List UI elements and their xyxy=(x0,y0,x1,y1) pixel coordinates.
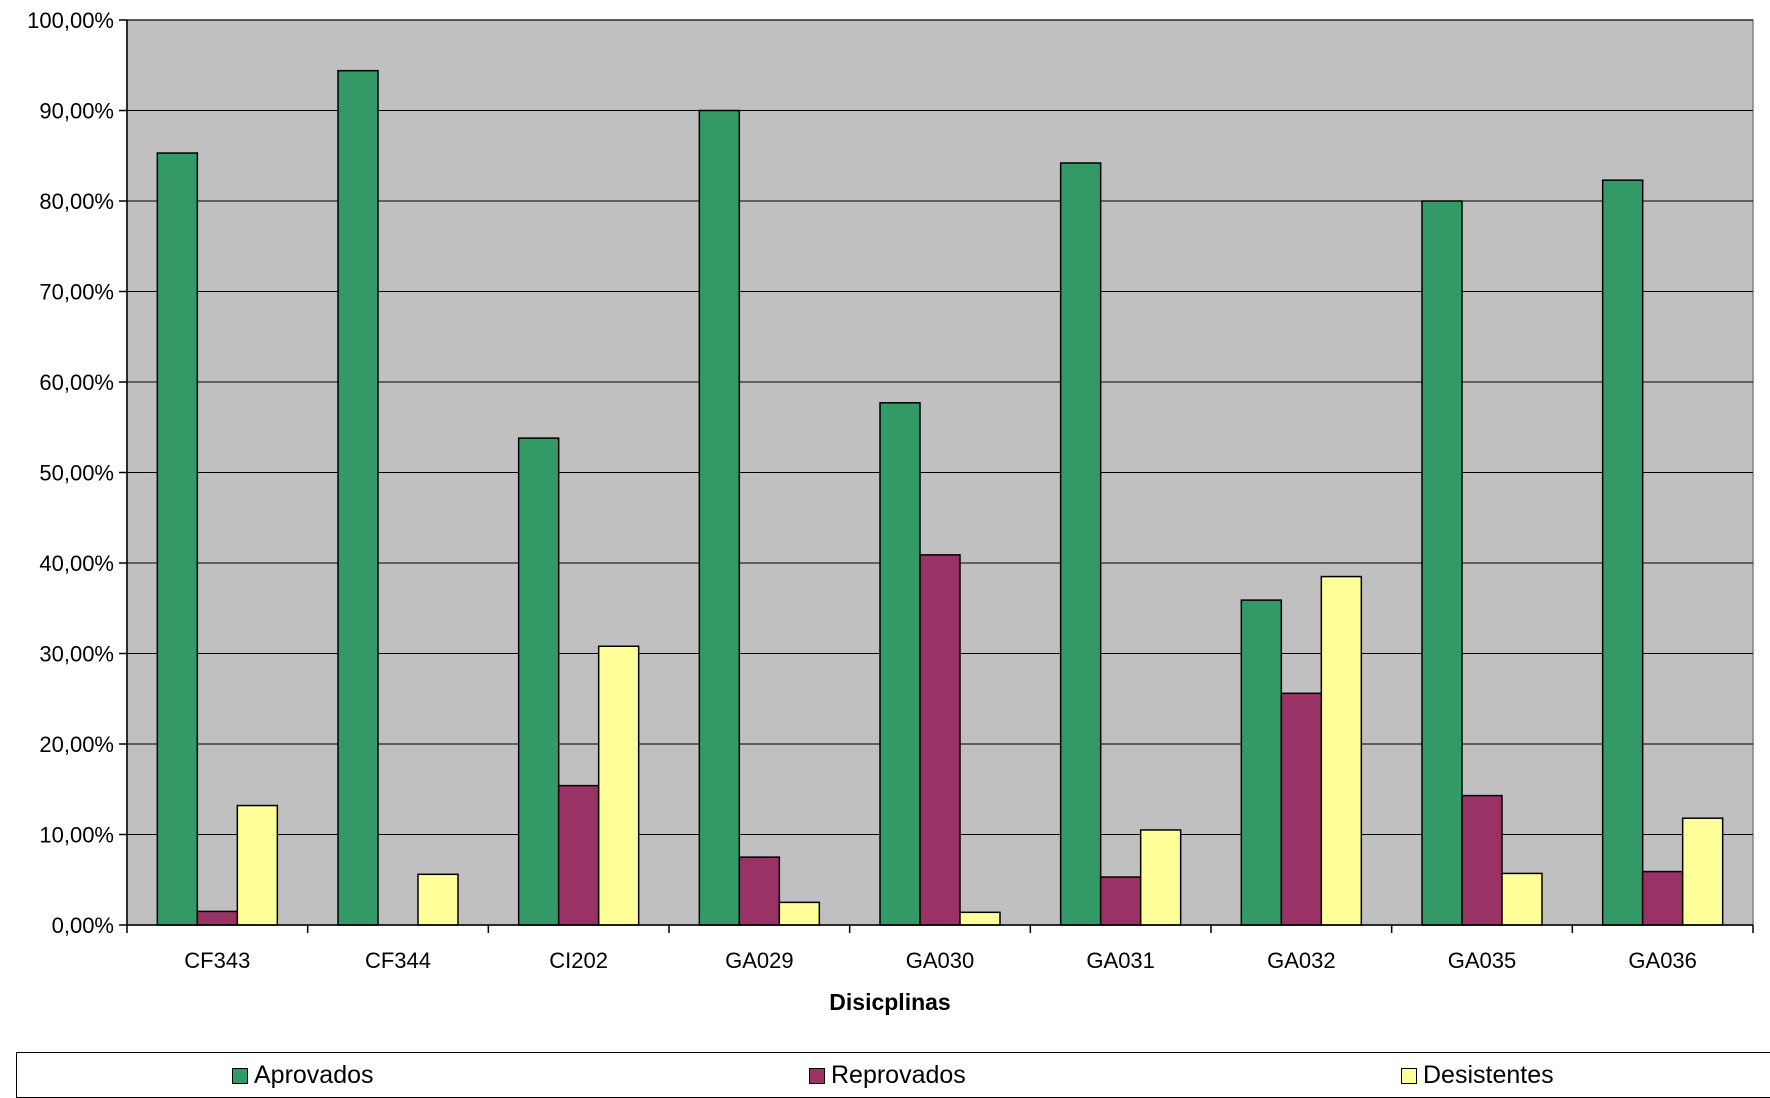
bar-reprovados-ga036 xyxy=(1641,870,1684,926)
legend-label-desistentes: Desistentes xyxy=(1423,1061,1554,1089)
bar-desistentes-ci202 xyxy=(597,645,640,926)
bar-desistentes-ga031 xyxy=(1139,829,1182,926)
legend-swatch-reprovados xyxy=(809,1067,825,1084)
bar-reprovados-ga029 xyxy=(738,856,781,926)
bars xyxy=(156,69,1724,926)
bar-aprovados-ga035 xyxy=(1421,200,1463,926)
bar-desistentes-cf343 xyxy=(236,804,279,926)
bar-reprovados-cf343 xyxy=(196,910,239,926)
y-tick-labels: 0,00% 10,00% 20,00% 30,00% 40,00% 50,00% 60,00… xyxy=(27,8,114,938)
x-tick-label: GA030 xyxy=(906,948,975,973)
legend-item-reprovados: Reprovados xyxy=(809,1061,966,1090)
bar-aprovados-ci202 xyxy=(517,437,560,926)
legend-item-aprovados: Aprovados xyxy=(232,1061,374,1090)
bar-desistentes-ga036 xyxy=(1681,817,1724,926)
bar-desistentes-ga035 xyxy=(1501,872,1543,926)
bar-desistentes-cf344 xyxy=(417,873,459,926)
bar-aprovados-ga036 xyxy=(1601,179,1644,926)
x-tick-label: GA029 xyxy=(725,948,794,973)
bar-aprovados-ga030 xyxy=(879,402,921,926)
legend-swatch-aprovados xyxy=(232,1067,248,1084)
x-tick-label: GA036 xyxy=(1628,948,1697,973)
x-tick-label: CF344 xyxy=(365,948,431,973)
bar-aprovados-ga029 xyxy=(698,109,741,926)
y-tick-label: 30,00% xyxy=(39,642,114,667)
bar-reprovados-ga035 xyxy=(1461,794,1503,926)
legend-label-aprovados: Aprovados xyxy=(254,1061,374,1089)
legend-label-reprovados: Reprovados xyxy=(831,1061,966,1089)
legend-swatch-desistentes xyxy=(1401,1067,1417,1084)
y-tick-label: 0,00% xyxy=(52,913,114,938)
x-tick-label: GA035 xyxy=(1448,948,1517,973)
bar-reprovados-ga032 xyxy=(1280,692,1323,926)
bar-aprovados-cf344 xyxy=(337,69,379,926)
y-tick-label: 50,00% xyxy=(39,461,114,486)
y-tick-label: 60,00% xyxy=(39,370,114,395)
axes xyxy=(119,19,1754,933)
bar-aprovados-ga031 xyxy=(1059,162,1102,926)
bar-aprovados-cf343 xyxy=(156,152,199,926)
bar-reprovados-ga030 xyxy=(919,554,961,926)
y-tick-label: 100,00% xyxy=(27,8,114,33)
x-axis-title: Disicplinas xyxy=(829,989,950,1015)
bar-reprovados-ci202 xyxy=(557,784,600,926)
legend-item-desistentes: Desistentes xyxy=(1401,1061,1554,1090)
bar-aprovados-ga032 xyxy=(1240,599,1283,926)
y-tick-label: 20,00% xyxy=(39,732,114,757)
bar-reprovados-ga031 xyxy=(1099,876,1142,926)
bar-desistentes-ga029 xyxy=(778,901,821,926)
legend: Aprovados Reprovados Desistentes xyxy=(16,1052,1770,1098)
x-tick-label: CI202 xyxy=(549,948,608,973)
x-tick-label: GA032 xyxy=(1267,948,1336,973)
x-tick-label: CF343 xyxy=(184,948,250,973)
y-tick-label: 90,00% xyxy=(39,99,114,124)
bar-desistentes-ga032 xyxy=(1320,575,1363,926)
x-tick-label: GA031 xyxy=(1086,948,1155,973)
y-tick-label: 80,00% xyxy=(39,189,114,214)
y-tick-label: 10,00% xyxy=(39,823,114,848)
bar-desistentes-ga030 xyxy=(959,911,1001,926)
y-tick-label: 40,00% xyxy=(39,551,114,576)
x-tick-labels: CF343 CF344 CI202 GA029 GA030 GA031 GA032 GA035… xyxy=(184,948,1697,973)
y-tick-label: 70,00% xyxy=(39,280,114,305)
